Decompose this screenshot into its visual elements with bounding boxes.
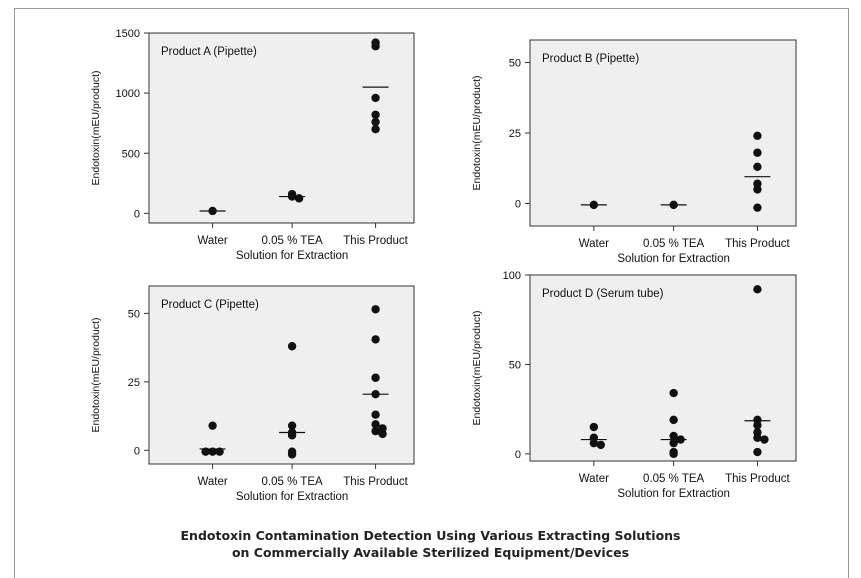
panel-title: Product A (Pipette) <box>161 46 257 58</box>
data-point <box>669 438 678 448</box>
data-point <box>215 447 224 456</box>
data-point <box>371 110 380 119</box>
x-tick-label: 0.05 % TEA <box>643 473 704 485</box>
data-point <box>589 438 599 448</box>
plot-area <box>148 32 415 224</box>
data-point <box>371 426 380 436</box>
data-point <box>753 162 762 172</box>
plot-area <box>529 39 797 227</box>
chart-panel-3: 0 25 50 Water 0.05 % TEA This Product Solution… <box>90 285 415 503</box>
y-tick-label: 1500 <box>116 28 140 40</box>
data-point <box>287 189 297 199</box>
chart-panel-1: 0 500 1000 1500 Water 0.05 % TEA This Product S… <box>90 28 415 262</box>
data-point <box>669 431 678 441</box>
data-point <box>208 206 217 216</box>
y-tick-label: 0 <box>134 445 140 457</box>
data-point <box>208 447 217 456</box>
figure-caption-line-2: on Commercially Available Sterilized Equ… <box>231 545 630 560</box>
panel-title: Product D (Serum tube) <box>542 288 664 300</box>
data-point <box>669 415 678 425</box>
x-tick-label: Water <box>579 473 609 485</box>
data-point <box>589 422 599 432</box>
x-axis-label: Solution for Extraction <box>617 488 730 500</box>
x-tick-label: This Product <box>725 473 790 485</box>
data-point <box>669 388 678 398</box>
data-point <box>669 449 678 459</box>
data-point <box>294 194 304 203</box>
data-point <box>371 42 380 51</box>
x-tick-label: Water <box>197 235 227 247</box>
data-point <box>208 421 217 430</box>
data-point <box>669 200 678 210</box>
data-point <box>287 342 297 351</box>
x-axis-label: Solution for Extraction <box>236 250 349 262</box>
data-point <box>287 450 297 459</box>
data-point <box>753 285 762 294</box>
x-tick-label: 0.05 % TEA <box>262 235 323 247</box>
chart-panel-4: 0 50 100 Water 0.05 % TEA This Product Solutio… <box>471 270 797 500</box>
data-point <box>753 185 762 194</box>
data-point <box>371 125 380 134</box>
data-point <box>371 389 380 399</box>
y-tick-label: 50 <box>128 308 140 320</box>
panel-title: Product C (Pipette) <box>161 299 259 311</box>
x-tick-label: Water <box>579 238 609 250</box>
y-tick-label: 500 <box>122 148 140 160</box>
data-point <box>676 435 685 444</box>
y-axis-label: Endotoxin(mEU/product) <box>90 71 102 186</box>
data-point <box>287 431 297 440</box>
data-point <box>760 435 769 444</box>
x-tick-label: This Product <box>725 238 790 250</box>
data-point <box>596 440 606 450</box>
x-tick-label: Water <box>197 476 227 488</box>
y-tick-label: 50 <box>509 359 521 371</box>
panel-title: Product B (Pipette) <box>542 53 639 65</box>
data-point <box>371 117 380 127</box>
x-tick-label: This Product <box>343 476 408 488</box>
data-point <box>378 429 387 439</box>
y-tick-label: 25 <box>128 377 140 389</box>
data-point <box>371 93 380 103</box>
y-axis-label: Endotoxin(mEU/product) <box>90 318 102 433</box>
x-tick-label: 0.05 % TEA <box>262 476 323 488</box>
plot-area <box>529 274 797 462</box>
y-tick-label: 0 <box>515 198 521 210</box>
chart-panel-2: 0 25 50 Water 0.05 % TEA This Product Solution… <box>471 39 797 265</box>
x-axis-label: Solution for Extraction <box>617 253 730 265</box>
data-point <box>287 421 297 430</box>
data-point <box>371 410 380 419</box>
x-axis-label: Solution for Extraction <box>236 491 349 503</box>
data-point <box>753 433 762 442</box>
data-point <box>371 420 380 429</box>
data-point <box>371 373 380 382</box>
y-tick-label: 1000 <box>116 88 140 100</box>
data-point <box>371 305 380 314</box>
figure-frame <box>14 8 849 578</box>
data-point <box>753 447 762 457</box>
data-point <box>753 131 762 141</box>
y-tick-label: 0 <box>515 449 521 461</box>
y-axis-label: Endotoxin(mEU/product) <box>471 311 483 426</box>
y-tick-label: 25 <box>509 128 521 140</box>
x-tick-label: 0.05 % TEA <box>643 238 704 250</box>
data-point <box>371 335 380 344</box>
data-point <box>753 148 762 157</box>
y-tick-label: 0 <box>134 208 140 220</box>
figure-caption-line-1: Endotoxin Contamination Detection Using … <box>180 528 681 543</box>
data-point <box>753 203 762 212</box>
y-tick-label: 100 <box>503 270 521 282</box>
plot-area <box>148 285 415 465</box>
x-tick-label: This Product <box>343 235 408 247</box>
data-point <box>589 200 599 210</box>
y-tick-label: 50 <box>509 58 521 70</box>
y-axis-label: Endotoxin(mEU/product) <box>471 76 483 191</box>
data-point <box>753 421 762 430</box>
data-point <box>201 447 210 456</box>
